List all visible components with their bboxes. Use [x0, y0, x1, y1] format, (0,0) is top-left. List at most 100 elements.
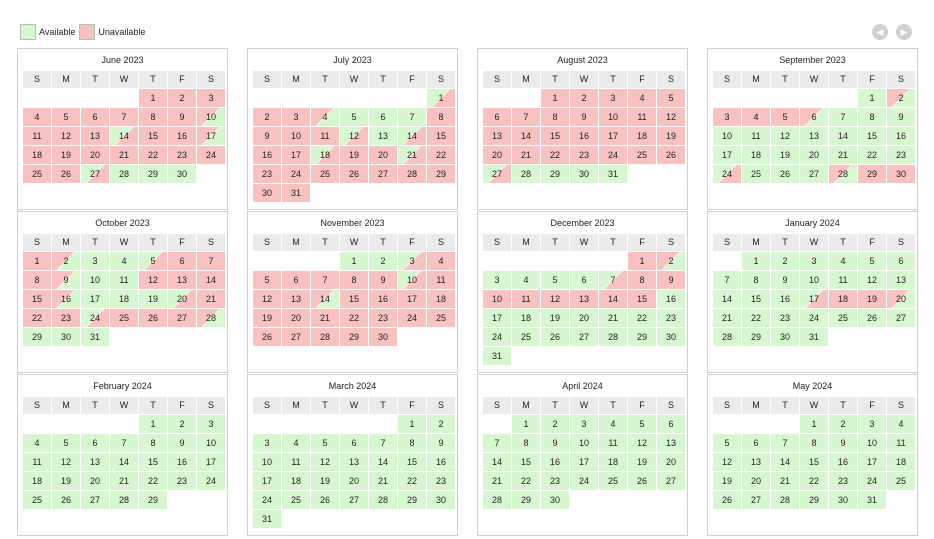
day-cell[interactable]: 23 [253, 165, 281, 183]
day-cell[interactable]: 14 [599, 290, 627, 308]
day-cell[interactable]: 1 [139, 89, 167, 107]
day-cell[interactable]: 14 [311, 290, 339, 308]
day-cell[interactable]: 30 [570, 165, 598, 183]
day-cell[interactable]: 23 [771, 309, 799, 327]
day-cell[interactable]: 24 [81, 309, 109, 327]
day-cell[interactable]: 17 [483, 309, 511, 327]
day-cell[interactable]: 15 [628, 290, 656, 308]
day-cell[interactable]: 23 [168, 146, 196, 164]
day-cell[interactable]: 16 [427, 453, 455, 471]
day-cell[interactable]: 27 [81, 165, 109, 183]
day-cell[interactable]: 28 [398, 165, 426, 183]
day-cell[interactable]: 28 [829, 165, 857, 183]
day-cell[interactable]: 23 [52, 309, 80, 327]
day-cell[interactable]: 11 [110, 271, 138, 289]
day-cell[interactable]: 31 [599, 165, 627, 183]
day-cell[interactable]: 24 [197, 472, 225, 490]
day-cell[interactable]: 1 [427, 89, 455, 107]
day-cell[interactable]: 17 [398, 290, 426, 308]
day-cell[interactable]: 7 [771, 434, 799, 452]
day-cell[interactable]: 22 [800, 472, 828, 490]
day-cell[interactable]: 29 [23, 328, 51, 346]
day-cell[interactable]: 4 [311, 108, 339, 126]
day-cell[interactable]: 19 [657, 127, 685, 145]
day-cell[interactable]: 8 [427, 108, 455, 126]
day-cell[interactable]: 11 [311, 127, 339, 145]
day-cell[interactable]: 3 [570, 415, 598, 433]
day-cell[interactable]: 4 [512, 271, 540, 289]
day-cell[interactable]: 24 [282, 165, 310, 183]
day-cell[interactable]: 14 [829, 127, 857, 145]
day-cell[interactable]: 28 [771, 491, 799, 509]
day-cell[interactable]: 2 [570, 89, 598, 107]
day-cell[interactable]: 9 [887, 108, 915, 126]
day-cell[interactable]: 18 [23, 146, 51, 164]
day-cell[interactable]: 24 [800, 309, 828, 327]
day-cell[interactable]: 7 [398, 108, 426, 126]
day-cell[interactable]: 10 [197, 434, 225, 452]
day-cell[interactable]: 15 [541, 127, 569, 145]
day-cell[interactable]: 19 [771, 146, 799, 164]
day-cell[interactable]: 7 [599, 271, 627, 289]
day-cell[interactable]: 21 [771, 472, 799, 490]
day-cell[interactable]: 5 [628, 415, 656, 433]
day-cell[interactable]: 31 [858, 491, 886, 509]
day-cell[interactable]: 27 [887, 309, 915, 327]
day-cell[interactable]: 9 [168, 434, 196, 452]
day-cell[interactable]: 13 [168, 271, 196, 289]
day-cell[interactable]: 30 [657, 328, 685, 346]
day-cell[interactable]: 13 [570, 290, 598, 308]
day-cell[interactable]: 3 [398, 252, 426, 270]
day-cell[interactable]: 21 [398, 146, 426, 164]
day-cell[interactable]: 25 [23, 491, 51, 509]
day-cell[interactable]: 31 [282, 184, 310, 202]
day-cell[interactable]: 6 [887, 252, 915, 270]
day-cell[interactable]: 5 [52, 108, 80, 126]
day-cell[interactable]: 30 [369, 328, 397, 346]
day-cell[interactable]: 7 [369, 434, 397, 452]
day-cell[interactable]: 27 [340, 491, 368, 509]
day-cell[interactable]: 2 [52, 252, 80, 270]
day-cell[interactable]: 30 [52, 328, 80, 346]
day-cell[interactable]: 23 [168, 472, 196, 490]
day-cell[interactable]: 28 [110, 165, 138, 183]
day-cell[interactable]: 26 [52, 491, 80, 509]
day-cell[interactable]: 27 [483, 165, 511, 183]
day-cell[interactable]: 13 [657, 434, 685, 452]
day-cell[interactable]: 18 [512, 309, 540, 327]
day-cell[interactable]: 26 [657, 146, 685, 164]
day-cell[interactable]: 30 [541, 491, 569, 509]
day-cell[interactable]: 12 [628, 434, 656, 452]
day-cell[interactable]: 1 [340, 252, 368, 270]
day-cell[interactable]: 18 [599, 453, 627, 471]
day-cell[interactable]: 31 [483, 347, 511, 365]
day-cell[interactable]: 20 [657, 453, 685, 471]
day-cell[interactable]: 8 [541, 108, 569, 126]
day-cell[interactable]: 29 [427, 165, 455, 183]
day-cell[interactable]: 18 [427, 290, 455, 308]
day-cell[interactable]: 9 [771, 271, 799, 289]
day-cell[interactable]: 7 [713, 271, 741, 289]
day-cell[interactable]: 10 [713, 127, 741, 145]
day-cell[interactable]: 9 [168, 108, 196, 126]
day-cell[interactable]: 5 [52, 434, 80, 452]
day-cell[interactable]: 18 [311, 146, 339, 164]
day-cell[interactable]: 24 [253, 491, 281, 509]
day-cell[interactable]: 25 [599, 472, 627, 490]
day-cell[interactable]: 6 [81, 434, 109, 452]
day-cell[interactable]: 22 [398, 472, 426, 490]
day-cell[interactable]: 8 [23, 271, 51, 289]
day-cell[interactable]: 6 [81, 108, 109, 126]
day-cell[interactable]: 24 [483, 328, 511, 346]
day-cell[interactable]: 16 [570, 127, 598, 145]
day-cell[interactable]: 30 [168, 165, 196, 183]
day-cell[interactable]: 20 [81, 146, 109, 164]
day-cell[interactable]: 27 [657, 472, 685, 490]
day-cell[interactable]: 12 [253, 290, 281, 308]
day-cell[interactable]: 24 [858, 472, 886, 490]
day-cell[interactable]: 1 [800, 415, 828, 433]
day-cell[interactable]: 26 [139, 309, 167, 327]
day-cell[interactable]: 19 [340, 146, 368, 164]
day-cell[interactable]: 26 [340, 165, 368, 183]
day-cell[interactable]: 14 [398, 127, 426, 145]
